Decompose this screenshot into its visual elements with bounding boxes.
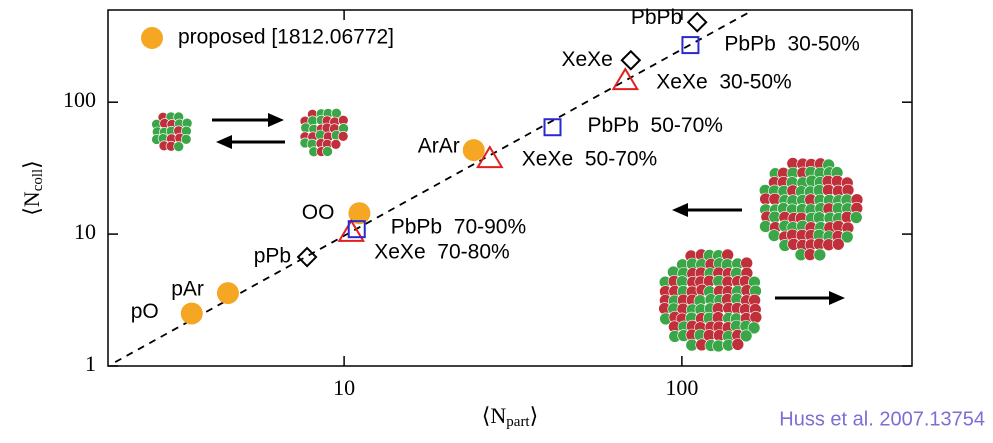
point-label: PbPb 70-90% xyxy=(391,216,526,239)
nucleon xyxy=(840,230,854,244)
point-label: ArAr xyxy=(418,135,460,158)
y-axis-label: ⟨Ncoll⟩ xyxy=(19,160,46,216)
point xyxy=(462,139,485,162)
point-label: pO xyxy=(131,300,159,323)
arrow-head xyxy=(216,135,232,149)
nucleon xyxy=(767,229,781,242)
point-label: PbPb 30-50% xyxy=(724,33,859,56)
arrow-head xyxy=(672,203,688,217)
y-tick-label: 10 xyxy=(74,219,96,244)
x-tick-label: 10 xyxy=(333,375,355,400)
nucleon xyxy=(180,134,192,145)
point-label: pAr xyxy=(171,278,204,301)
point xyxy=(337,218,366,242)
nuclei xyxy=(151,107,864,353)
point xyxy=(686,11,708,33)
point-label: XeXe xyxy=(561,48,612,71)
point-label: XeXe 70-80% xyxy=(374,240,509,263)
y-label-sub: coll xyxy=(30,169,46,192)
x-tick-label: 100 xyxy=(665,375,698,400)
point-label: OO xyxy=(302,201,335,224)
nucleon xyxy=(747,321,761,335)
y-tick-label: 100 xyxy=(63,87,96,112)
arrow-head xyxy=(268,113,284,127)
y-label-end: ⟩ xyxy=(19,160,44,169)
legend-label: proposed [1812.06772] xyxy=(178,26,394,49)
point xyxy=(347,220,366,239)
legend-marker xyxy=(141,27,163,49)
nucleon xyxy=(337,131,349,142)
point xyxy=(180,302,203,325)
point-label: PbPb xyxy=(631,6,682,29)
nucleon xyxy=(849,211,863,224)
fit-line xyxy=(114,11,750,363)
nucleon xyxy=(831,237,845,251)
nucleon xyxy=(739,329,753,343)
x-label-main: ⟨N xyxy=(482,403,507,428)
point xyxy=(620,49,642,71)
point xyxy=(543,118,562,137)
point xyxy=(681,36,700,55)
point xyxy=(216,282,239,305)
arrows xyxy=(212,113,845,305)
nucleon xyxy=(322,146,333,157)
x-label-sub: part xyxy=(506,414,530,430)
arrow-head xyxy=(829,291,845,305)
nucleon xyxy=(749,311,763,324)
point xyxy=(296,246,318,268)
nucleon xyxy=(173,141,184,152)
credit: Huss et al. 2007.13754 xyxy=(779,408,985,430)
y-tick-label: 1 xyxy=(85,351,96,376)
x-axis-label: ⟨Npart⟩ xyxy=(482,403,538,430)
point xyxy=(476,145,504,169)
point-label: XeXe 50-70% xyxy=(522,148,657,171)
plot-frame xyxy=(107,9,913,367)
nucleon xyxy=(813,248,827,262)
nucleon xyxy=(731,338,745,351)
point-label: pPb xyxy=(254,245,291,268)
point-label: PbPb 50-70% xyxy=(588,114,723,137)
y-label-main: ⟨N xyxy=(19,191,44,216)
point xyxy=(348,202,371,225)
point-label: XeXe 30-50% xyxy=(656,71,791,94)
point xyxy=(611,67,640,91)
x-label-end: ⟩ xyxy=(530,403,539,428)
nucleon xyxy=(330,138,342,150)
